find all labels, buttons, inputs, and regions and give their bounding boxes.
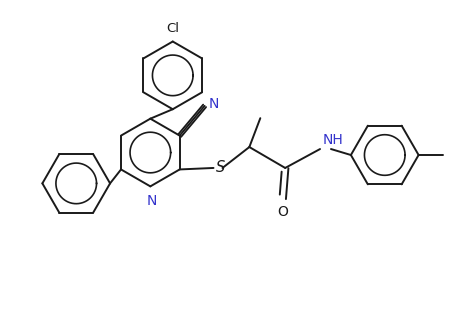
Text: N: N <box>208 97 219 112</box>
Text: S: S <box>216 160 225 175</box>
Text: O: O <box>277 205 288 219</box>
Text: Cl: Cl <box>166 22 179 35</box>
Text: NH: NH <box>323 133 343 147</box>
Text: N: N <box>146 194 157 208</box>
